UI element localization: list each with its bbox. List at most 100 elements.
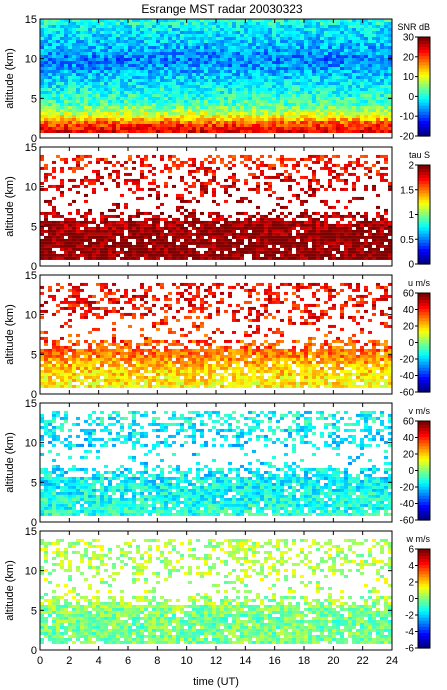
data-cell: [88, 232, 92, 236]
data-cell: [60, 238, 64, 242]
data-cell: [56, 88, 60, 91]
data-cell: [204, 82, 208, 85]
data-cell: [256, 31, 260, 34]
data-cell: [316, 118, 320, 121]
data-cell: [372, 238, 376, 242]
data-cell: [388, 232, 392, 236]
data-cell: [364, 22, 368, 25]
data-cell: [220, 22, 224, 25]
data-cell: [344, 214, 348, 218]
data-cell: [88, 124, 92, 127]
data-cell: [72, 88, 76, 91]
data-cell: [212, 22, 216, 25]
data-cell: [196, 169, 200, 173]
data-cell: [380, 37, 384, 40]
data-cell: [140, 175, 144, 179]
data-cell: [220, 76, 224, 79]
data-cell: [44, 172, 48, 176]
data-cell: [64, 157, 68, 161]
data-cell: [136, 253, 140, 257]
data-cell: [132, 82, 136, 85]
data-cell: [140, 211, 144, 215]
data-cell: [316, 49, 320, 52]
data-cell: [96, 175, 100, 179]
data-cell: [304, 31, 308, 34]
data-cell: [208, 49, 212, 52]
data-cell: [192, 25, 196, 28]
data-cell: [100, 91, 104, 94]
data-cell: [244, 85, 248, 88]
data-cell: [388, 91, 392, 94]
data-cell: [40, 22, 44, 25]
data-cell: [248, 46, 252, 49]
data-cell: [252, 127, 256, 130]
data-cell: [172, 100, 176, 103]
data-cell: [328, 31, 332, 34]
data-cell: [316, 181, 320, 185]
data-cell: [152, 88, 156, 91]
data-cell: [240, 40, 244, 43]
data-cell: [268, 193, 272, 197]
data-cell: [156, 124, 160, 127]
data-cell: [364, 19, 368, 22]
data-cell: [104, 52, 108, 55]
data-cell: [320, 46, 324, 49]
data-cell: [196, 28, 200, 31]
data-cell: [172, 73, 176, 76]
data-cell: [40, 232, 44, 236]
data-cell: [248, 157, 252, 161]
data-cell: [252, 235, 256, 239]
data-cell: [348, 25, 352, 28]
data-cell: [252, 79, 256, 82]
data-cell: [372, 235, 376, 239]
data-cell: [140, 52, 144, 55]
data-cell: [320, 103, 324, 106]
data-cell: [296, 121, 300, 124]
data-cell: [188, 211, 192, 215]
data-cell: [124, 73, 128, 76]
data-cell: [140, 112, 144, 115]
data-cell: [44, 40, 48, 43]
data-cell: [192, 103, 196, 106]
data-cell: [324, 97, 328, 100]
data-cell: [88, 49, 92, 52]
data-cell: [128, 43, 132, 46]
data-cell: [120, 94, 124, 97]
data-cell: [120, 109, 124, 112]
data-cell: [136, 61, 140, 64]
data-cell: [200, 226, 204, 230]
data-cell: [200, 244, 204, 248]
data-cell: [216, 28, 220, 31]
data-cell: [384, 220, 388, 224]
data-cell: [40, 103, 44, 106]
data-cell: [256, 163, 260, 167]
colorbar-swatch: [418, 80, 430, 85]
data-cell: [192, 34, 196, 37]
data-cell: [272, 61, 276, 64]
data-cell: [308, 184, 312, 188]
data-cell: [292, 238, 296, 242]
data-cell: [200, 94, 204, 97]
data-cell: [320, 199, 324, 203]
data-cell: [356, 40, 360, 43]
data-cell: [224, 70, 228, 73]
data-cell: [88, 55, 92, 58]
data-cell: [284, 157, 288, 161]
data-cell: [84, 238, 88, 242]
data-cell: [344, 103, 348, 106]
data-cell: [76, 73, 80, 76]
data-cell: [332, 61, 336, 64]
data-cell: [280, 40, 284, 43]
data-cell: [324, 49, 328, 52]
data-cell: [260, 244, 264, 248]
data-cell: [272, 85, 276, 88]
data-cell: [252, 49, 256, 52]
data-cell: [376, 223, 380, 227]
data-cell: [256, 217, 260, 221]
data-cell: [252, 58, 256, 61]
data-cell: [360, 43, 364, 46]
data-cell: [332, 241, 336, 245]
data-cell: [352, 82, 356, 85]
